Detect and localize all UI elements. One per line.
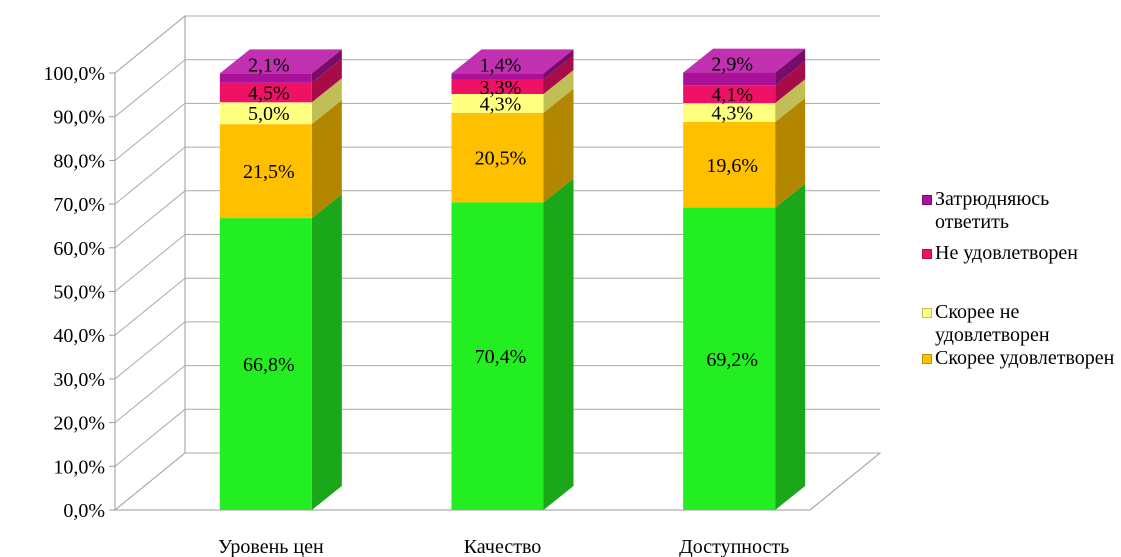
y-tick-label: 70,0% bbox=[53, 194, 105, 216]
bar-side bbox=[543, 49, 574, 80]
data-label: 4,5% bbox=[248, 82, 290, 104]
bar-segment bbox=[683, 85, 776, 104]
y-tick-label: 30,0% bbox=[53, 369, 105, 391]
data-label: 1,4% bbox=[480, 54, 522, 76]
bar-segment bbox=[219, 218, 312, 511]
bar-side bbox=[543, 55, 574, 94]
y-tick-label: 100,0% bbox=[43, 63, 105, 85]
y-tick-label: 20,0% bbox=[53, 413, 105, 435]
gridline bbox=[114, 59, 880, 118]
y-tick-label: 80,0% bbox=[53, 150, 105, 172]
gridline bbox=[114, 234, 880, 292]
gridline bbox=[114, 146, 880, 205]
data-label: 21,5% bbox=[243, 161, 295, 183]
bar-side bbox=[775, 48, 806, 86]
legend: Затрюдняюсь ответить Не удовлетворен Ско… bbox=[922, 188, 1117, 378]
data-label: 2,1% bbox=[248, 54, 290, 76]
data-label: 69,2% bbox=[706, 349, 758, 371]
bar-side bbox=[311, 78, 342, 125]
data-label: 66,8% bbox=[243, 354, 295, 376]
y-tick-label: 60,0% bbox=[53, 238, 105, 260]
legend-swatch bbox=[922, 195, 932, 205]
gridline bbox=[114, 15, 880, 74]
bar-segment bbox=[219, 82, 312, 103]
bar-segment bbox=[451, 202, 544, 511]
x-category-label: Доступность bbox=[679, 536, 789, 557]
bar-side bbox=[311, 49, 342, 83]
bar-top bbox=[219, 49, 342, 74]
bar-side bbox=[775, 183, 806, 510]
bar-segment bbox=[683, 121, 776, 208]
bar-side bbox=[543, 88, 574, 203]
data-labels: 66,8%21,5%5,0%4,5%2,1%70,4%20,5%4,3%3,3%… bbox=[243, 54, 758, 376]
legend-label: Скорее не удовлетворен bbox=[935, 301, 1050, 346]
gridlines bbox=[109, 15, 880, 511]
gridline bbox=[114, 321, 880, 380]
gridline bbox=[114, 452, 880, 511]
y-tick-label: 10,0% bbox=[53, 456, 105, 478]
bar-top bbox=[683, 48, 806, 73]
bar-segment bbox=[451, 79, 544, 94]
legend-label: Скорее удовлетворен bbox=[935, 347, 1115, 369]
legend-swatch bbox=[922, 308, 932, 318]
bar-side bbox=[543, 69, 574, 113]
data-label: 4,3% bbox=[711, 103, 753, 125]
x-axis-category-labels: Уровень цен Качество Доступность bbox=[218, 536, 789, 557]
bar-side bbox=[775, 61, 806, 104]
data-label: 70,4% bbox=[475, 346, 527, 368]
bar-segment bbox=[219, 102, 312, 125]
bar-segment bbox=[683, 72, 776, 86]
gridline bbox=[114, 365, 880, 423]
legend-label: Не удовлетворен bbox=[935, 242, 1078, 264]
data-label: 20,5% bbox=[475, 148, 527, 170]
bar-segment bbox=[219, 73, 312, 83]
data-label: 19,6% bbox=[706, 155, 758, 177]
y-tick-label: 50,0% bbox=[53, 282, 105, 304]
bars bbox=[219, 48, 806, 511]
y-tick-label: 40,0% bbox=[53, 325, 105, 347]
data-label: 2,9% bbox=[711, 54, 753, 76]
bar-side bbox=[775, 97, 806, 208]
bar-side bbox=[311, 100, 342, 219]
y-axis-tick-labels: 0,0% 10,0% 20,0% 30,0% 40,0% 50,0% 60,0% 70,0% 8… bbox=[43, 63, 105, 522]
data-label: 4,1% bbox=[711, 84, 753, 106]
bar-segment bbox=[451, 112, 544, 203]
y-tick-label: 0,0% bbox=[63, 500, 105, 522]
legend-item: Скорее удовлетворен bbox=[922, 347, 1117, 370]
legend-item: Скорее не удовлетворен bbox=[922, 301, 1117, 347]
bar-segment bbox=[219, 124, 312, 219]
y-tick-label: 90,0% bbox=[53, 107, 105, 129]
legend-swatch bbox=[922, 249, 932, 259]
bar-side bbox=[775, 79, 806, 122]
bar-top bbox=[451, 49, 574, 74]
gridline bbox=[114, 408, 880, 467]
legend-swatch bbox=[922, 354, 932, 364]
data-label: 5,0% bbox=[248, 103, 290, 125]
bar-side bbox=[311, 194, 342, 511]
data-label: 3,3% bbox=[480, 77, 522, 99]
bar-segment bbox=[683, 207, 776, 510]
bar-segment bbox=[451, 93, 544, 113]
gridline bbox=[114, 277, 880, 336]
back-wall-edge bbox=[114, 14, 186, 453]
legend-label: Затрюдняюсь ответить bbox=[935, 188, 1050, 233]
x-category-label: Качество bbox=[464, 536, 542, 557]
legend-item: Не удовлетворен bbox=[922, 242, 1117, 265]
bar-segment bbox=[683, 103, 776, 122]
bar-side bbox=[543, 178, 574, 511]
bar-segment bbox=[451, 73, 544, 80]
data-label: 4,3% bbox=[480, 93, 522, 115]
legend-item: Затрюдняюсь ответить bbox=[922, 188, 1117, 234]
bar-side bbox=[311, 58, 342, 103]
gridline bbox=[114, 102, 880, 161]
x-category-label: Уровень цен bbox=[218, 536, 324, 557]
gridline bbox=[114, 190, 880, 249]
